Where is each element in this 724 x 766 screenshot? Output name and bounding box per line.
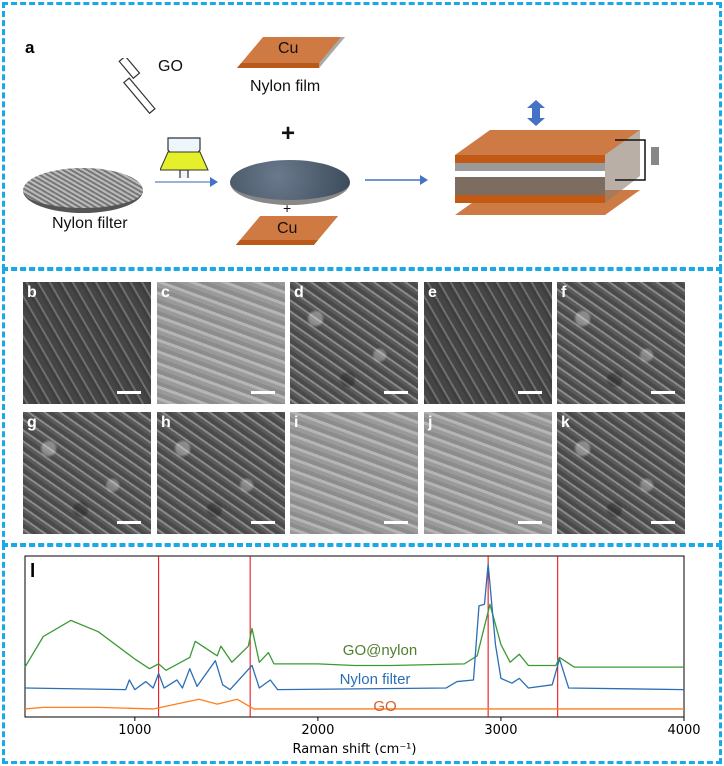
nylon-film-label: Nylon film [250, 78, 321, 95]
scale-bar [117, 391, 141, 394]
arrow-right-icon [155, 177, 218, 187]
scale-bar [651, 521, 675, 524]
sem-panel-label: h [161, 414, 171, 431]
series-line-go [24, 698, 684, 710]
sem-panel-label: b [27, 284, 37, 301]
cu-bottom-label: Cu [277, 220, 298, 237]
scale-bar [384, 521, 408, 524]
x-tick-label: 2000 [301, 723, 334, 738]
go-coated-filter-disk [230, 160, 350, 205]
panel-a-label: a [25, 38, 35, 57]
x-tick-label: 4000 [667, 723, 700, 738]
sem-panel-label: j [428, 414, 433, 431]
scale-bar [518, 391, 542, 394]
panel-l-frame [2, 544, 722, 764]
sem-image-g: g [23, 412, 151, 534]
sem-panel-label: k [561, 414, 570, 431]
raman-chart: GO@nylon Nylon filter GO 1000 2000 3000 4000 Ra… [24, 555, 701, 757]
teng-device-schematic [455, 100, 659, 215]
sem-panel-label: i [294, 414, 299, 431]
scale-bar [518, 521, 542, 524]
plot-area [24, 555, 685, 718]
sem-image-f: f [557, 282, 685, 404]
series-label: Nylon filter [340, 671, 411, 688]
sem-image-e: e [424, 282, 552, 404]
plus-sign-small: + [283, 200, 292, 216]
sem-panel-label: e [428, 284, 437, 301]
scale-bar [384, 391, 408, 394]
scale-bar [117, 521, 141, 524]
sem-image-j: j [424, 412, 552, 534]
x-tick-label: 3000 [484, 723, 517, 738]
flask-liquid [160, 151, 209, 171]
plus-sign-large: + [281, 120, 296, 147]
x-axis-label: Raman shift (cm⁻¹) [293, 742, 417, 757]
sem-image-h: h [157, 412, 285, 534]
series-line-go-nylon [24, 603, 684, 671]
go-label: GO [158, 58, 183, 75]
sem-image-i: i [290, 412, 418, 534]
sem-panel-label: d [294, 284, 304, 301]
sem-image-d: d [290, 282, 418, 404]
scale-bar [651, 391, 675, 394]
sem-panel-label: g [27, 414, 37, 431]
sem-panel-label: f [561, 284, 567, 301]
series-line-nylon-filter [24, 563, 685, 691]
arrow-right-icon [365, 175, 428, 185]
x-tick-label: 1000 [118, 723, 151, 738]
sem-image-c: c [157, 282, 285, 404]
nylon-filter-disk [23, 168, 143, 213]
sem-image-b: b [23, 282, 151, 404]
scale-bar [251, 391, 275, 394]
sem-panel-label: c [161, 284, 170, 301]
panel-l-label: l [30, 561, 36, 582]
series-label: GO [373, 698, 396, 715]
sem-image-k: k [557, 412, 685, 534]
nylon-filter-label: Nylon filter [52, 215, 128, 232]
cu-top-label: Cu [278, 40, 299, 57]
series-label: GO@nylon [343, 642, 417, 659]
scale-bar [251, 521, 275, 524]
